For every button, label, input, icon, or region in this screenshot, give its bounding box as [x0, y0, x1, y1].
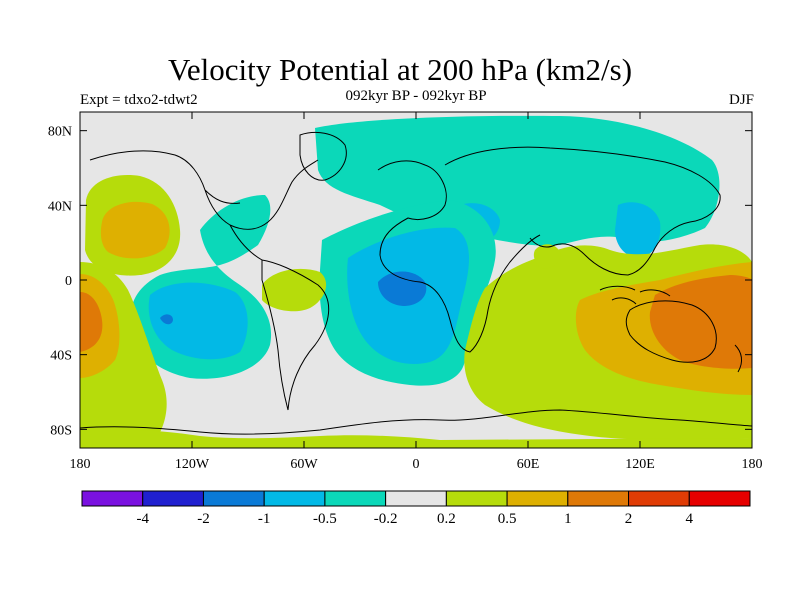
- lon-tick-label: 180: [742, 457, 763, 472]
- season-label: DJF: [728, 92, 754, 108]
- colorbar-label: -0.2: [374, 511, 398, 527]
- coastlines: [80, 132, 752, 435]
- colorbar-label: 1: [564, 511, 572, 527]
- colorbar-swatch: [688, 490, 751, 507]
- contour-australia-positive-core: [649, 275, 752, 369]
- lon-tick-label: 120W: [175, 457, 210, 472]
- lat-tick-label: 0: [65, 274, 72, 289]
- contour-africa-positive-small: [533, 244, 561, 269]
- colorbar-swatch: [506, 490, 569, 507]
- colorbar-swatch: [567, 490, 630, 507]
- coast-asia: [444, 146, 721, 276]
- colorbar-swatch: [628, 490, 690, 507]
- contour-east-asia-negative: [615, 202, 661, 258]
- coast-north-america: [89, 150, 319, 261]
- contour-east-pacific-core: [160, 314, 173, 325]
- lon-tick-label: 180: [70, 457, 91, 472]
- lat-tick-label: 40S: [50, 349, 72, 364]
- colorbar-swatch: [385, 490, 447, 507]
- colorbar-swatch: [324, 490, 387, 507]
- coast-greenland: [299, 132, 347, 181]
- colorbar-swatch: [263, 490, 326, 507]
- lat-tick-label: 40N: [48, 199, 72, 214]
- coast-antarctica: [80, 409, 752, 435]
- lon-tick-label: 60W: [290, 457, 318, 472]
- lon-tick-label: 120E: [625, 457, 655, 472]
- lon-tick-label: 60E: [517, 457, 540, 472]
- contour-east-pacific-negative: [148, 282, 248, 360]
- colorbar-label: 2: [625, 511, 633, 527]
- contour-southern-ocean-positive: [80, 429, 752, 448]
- colorbar-label: 0.5: [498, 511, 517, 527]
- plot-title: Velocity Potential at 200 hPa (km2/s): [167, 52, 633, 87]
- colorbar-label: -4: [136, 511, 149, 527]
- contour-dateline-west-core: [80, 292, 103, 352]
- coast-indonesia: [599, 285, 671, 305]
- coast-south-america: [261, 259, 330, 411]
- latitude-axis: 80N 40N 0 40S 80S: [48, 125, 752, 438]
- colorbar-swatch: [142, 490, 204, 507]
- colorbar-swatch: [81, 490, 144, 507]
- contour-north-pacific-core: [100, 201, 170, 259]
- plot-subtitle: 092kyr BP - 092kyr BP: [345, 88, 487, 104]
- lon-tick-label: 0: [413, 457, 420, 472]
- colorbar-label: -1: [258, 511, 271, 527]
- coast-europe-africa: [377, 160, 541, 353]
- contour-field: [80, 112, 752, 448]
- colorbar-label: -2: [197, 511, 210, 527]
- colorbar-swatch: [202, 490, 265, 507]
- colorbar-swatch: [445, 490, 508, 507]
- longitude-axis: 180 120W 60W 0 60E 120E 180: [70, 112, 763, 472]
- colorbar-label: 4: [686, 511, 694, 527]
- coast-new-zealand: [734, 344, 743, 373]
- coast-australia: [625, 300, 717, 363]
- colorbar-label: -0.5: [313, 511, 337, 527]
- experiment-label: Expt = tdxo2-tdwt2: [80, 92, 198, 108]
- colorbar-label: 0.2: [437, 511, 456, 527]
- lat-tick-label: 80S: [50, 423, 72, 438]
- lat-tick-label: 80N: [48, 125, 72, 140]
- colorbar: -4 -2 -1 -0.5 -0.2 0.2 0.5 1 2 4: [81, 490, 751, 527]
- contour-atlantic-negative-core: [378, 271, 427, 306]
